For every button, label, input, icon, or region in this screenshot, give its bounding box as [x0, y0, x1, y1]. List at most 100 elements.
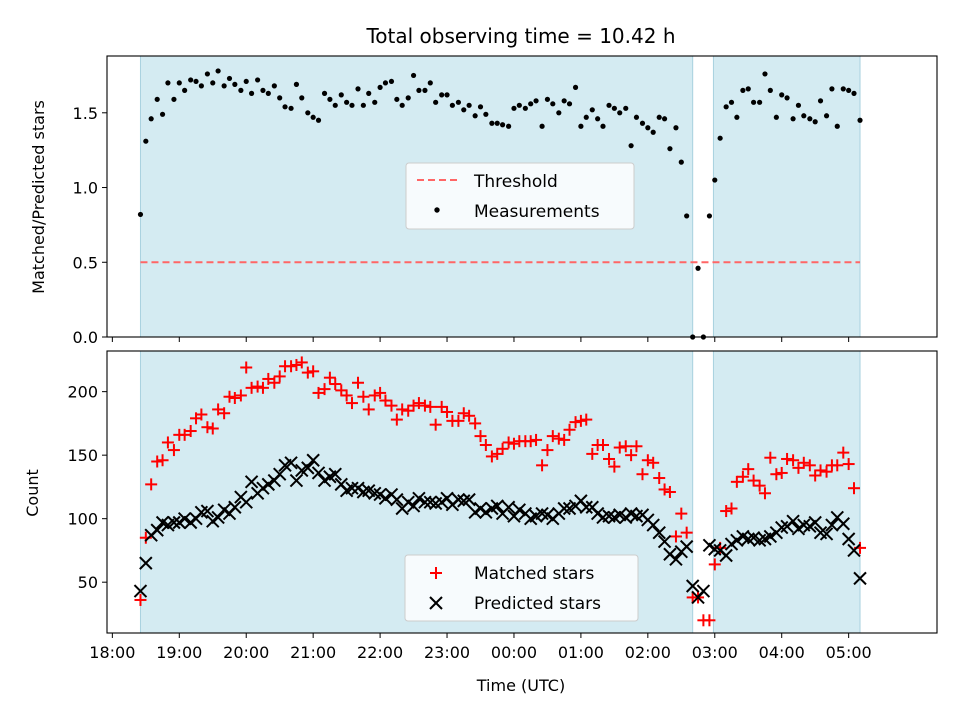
series-0-0-point-116: [784, 95, 790, 101]
series-1-0-point-122: [814, 464, 827, 477]
series-1-1-point-92: [646, 518, 660, 532]
ratio-y-axis: 0.0 0.5 1.0 1.5: [73, 104, 107, 347]
series-1-0-point-28: [290, 358, 303, 371]
series-1-1-point-35: [328, 467, 342, 481]
series-0-0-point-16: [226, 75, 233, 82]
series-1-0-point-90: [636, 468, 649, 481]
xtick-label-10: 04:00: [759, 643, 805, 662]
series-0-0-point-100: [695, 265, 701, 271]
series-1-0-point-35: [329, 378, 342, 391]
series-0-0-point-129: [857, 117, 863, 123]
series-1-1-point-117: [786, 514, 800, 528]
series-1-0-point-47: [396, 403, 409, 416]
series-0-0-point-107: [734, 114, 740, 120]
series-1-0-point-111: [753, 479, 766, 492]
xtick-label-8: 02:00: [625, 643, 671, 662]
series-0-0-point-9: [188, 77, 194, 83]
series-0-0-point-73: [544, 96, 551, 102]
series-1-0-point-97: [675, 507, 688, 520]
xtick-label-11: 05:00: [826, 643, 872, 662]
series-1-0-point-18: [234, 389, 247, 402]
series-0-0-point-58: [461, 107, 467, 113]
series-1-1-point-1: [139, 556, 153, 570]
series-1-0-point-98: [680, 526, 693, 539]
series-1-0-point-70: [524, 435, 537, 448]
series-1-0-point-113: [764, 451, 777, 464]
series-1-0-point-57: [452, 414, 465, 427]
series-1-0-point-88: [625, 449, 638, 462]
series-0-0-point-51: [422, 87, 428, 93]
series-1-1-point-107: [730, 533, 744, 547]
series-1-0-point-86: [613, 441, 626, 454]
series-0-0-point-128: [851, 90, 857, 96]
series-0-0-point-32: [315, 117, 322, 123]
series-0-0-point-55: [444, 92, 450, 98]
xtick-label-6: 00:00: [491, 643, 537, 662]
series-1-1-point-80: [579, 500, 593, 514]
series-1-0-point-115: [775, 466, 788, 479]
ytick-label-1-2: 150: [67, 446, 98, 465]
xtick-label-4: 22:00: [357, 643, 403, 662]
series-1-0-point-38: [345, 397, 358, 410]
series-1-1-point-19: [239, 495, 253, 509]
series-0-0-point-23: [265, 90, 271, 96]
xtick-label-1: 19:00: [156, 643, 202, 662]
series-1-0-point-63: [485, 450, 498, 463]
xtick-label-3: 21:00: [290, 643, 336, 662]
series-0-0-point-115: [779, 92, 785, 98]
series-0-0-point-81: [589, 107, 595, 113]
series-1-1-point-59: [462, 492, 476, 507]
series-1-1-point-12: [200, 504, 215, 518]
series-0-0-point-87: [623, 105, 629, 111]
series-1-0-point-21: [251, 380, 264, 393]
series-0-0-point-118: [795, 102, 802, 108]
series-1-0-point-4: [156, 454, 169, 467]
series-0-0-point-83: [600, 123, 606, 129]
series-0-0-point-70: [528, 101, 534, 107]
observing-interval-1: [712, 55, 861, 338]
series-0-0-point-38: [349, 102, 355, 108]
series-1-0-point-32: [312, 386, 325, 399]
count-panel-frame: [106, 350, 938, 634]
series-0-0-point-102: [706, 213, 713, 219]
series-0-0-point-4: [159, 111, 166, 117]
series-0-0-point-109: [745, 86, 751, 92]
series-1-0-point-73: [541, 444, 554, 457]
series-0-0-point-103: [712, 177, 718, 183]
series-0-0-point-19: [243, 78, 249, 85]
series-1-1-point-113: [763, 529, 778, 544]
series-0-0-point-40: [360, 102, 366, 108]
series-0-0-point-52: [427, 80, 433, 86]
series-0-0-point-29: [299, 95, 305, 101]
series-1-1-point-76: [557, 501, 571, 516]
series-0-0-point-123: [823, 113, 830, 119]
series-1-0-point-79: [574, 414, 587, 427]
series-0-0-point-120: [807, 116, 813, 122]
series-0-0-point-86: [617, 110, 623, 116]
series-0-0-point-17: [232, 81, 238, 87]
series-1-0-point-119: [797, 456, 810, 469]
ratio-panel-frame: [106, 55, 938, 338]
series-1-0-point-77: [563, 423, 576, 436]
series-1-0-point-62: [479, 439, 492, 451]
series-0-0-point-21: [255, 77, 261, 83]
series-1-0-point-103: [708, 558, 721, 571]
legend-matched-label: Matched stars: [474, 564, 594, 584]
series-0-0-point-67: [511, 105, 517, 111]
series-0-0-point-66: [506, 123, 512, 129]
series-0-0-point-45: [388, 78, 395, 85]
count-panel: 50 100 150 200 18:00 19:00 20:00 21:00 22:00 23:…: [23, 350, 938, 662]
series-0-0-point-18: [238, 87, 244, 93]
xtick-label-2: 20:00: [223, 643, 269, 662]
count-y-axis: 50 100 150 200: [67, 383, 107, 592]
series-0-0-point-89: [633, 114, 640, 120]
series-1-0-point-12: [201, 421, 214, 434]
series-0-0-point-53: [433, 99, 439, 105]
count-y-axis-label: Count: [23, 469, 42, 517]
series-0-0-point-42: [372, 99, 378, 105]
series-1-1-point-121: [808, 515, 822, 530]
series-0-0-point-93: [656, 114, 662, 120]
series-1-0-point-40: [357, 390, 370, 403]
series-0-0-point-98: [684, 213, 690, 219]
series-0-0-point-78: [572, 84, 579, 90]
